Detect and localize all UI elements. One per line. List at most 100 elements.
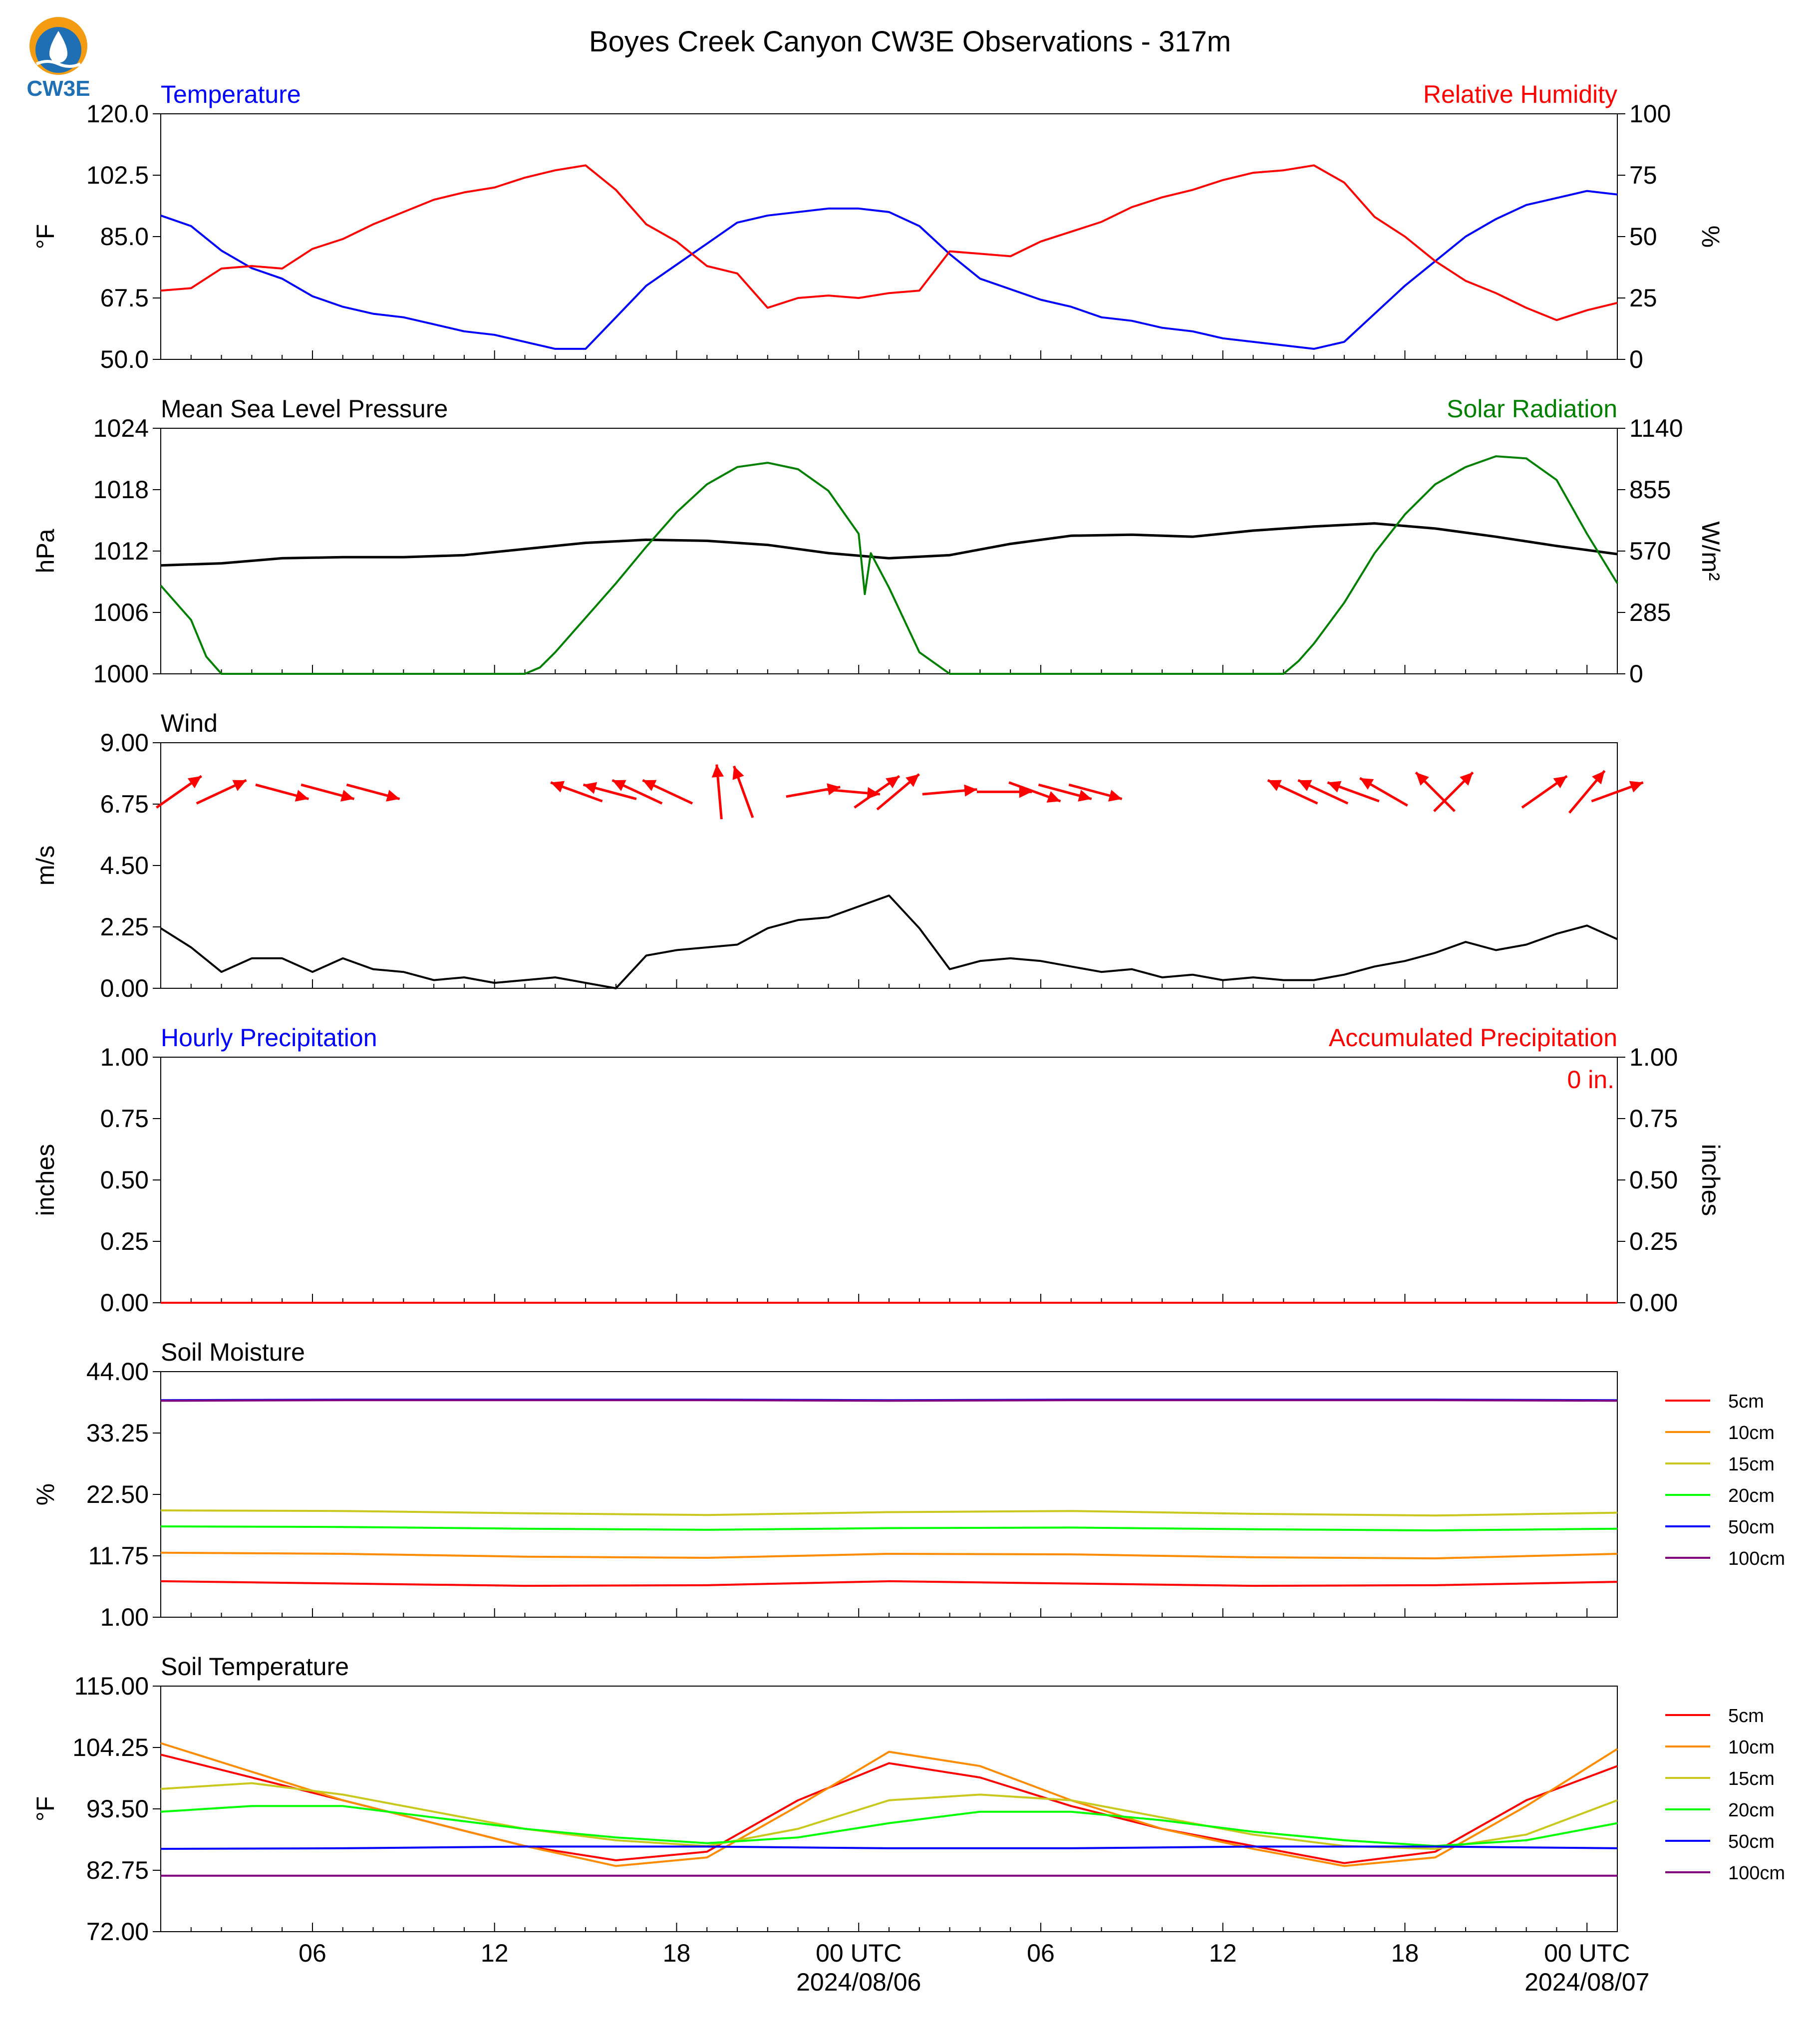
y-tick-label-left: 0.50 [100, 1166, 149, 1194]
wind-arrow [1297, 779, 1349, 805]
wind-arrow-head [1298, 780, 1312, 791]
y-axis-label-left: °F [31, 224, 59, 250]
wind-arrow [1327, 781, 1380, 803]
y-tick-label-right: 75 [1629, 161, 1657, 189]
y-tick-label-left: 0.00 [100, 974, 149, 1002]
y-axis-label-left: hPa [31, 529, 59, 573]
plot-frame [160, 113, 1618, 360]
wind-arrow [255, 783, 309, 802]
legend: 5cm 10cm 15cm 20cm 50cm 100cm [1665, 1391, 1785, 1569]
y-tick-label-left: 4.50 [100, 852, 149, 879]
wind-arrow [854, 775, 901, 809]
panel-title-right: Solar Radiation [1447, 395, 1617, 423]
wind-arrow [977, 786, 1032, 798]
y-tick-label-left: 50.0 [100, 345, 149, 373]
wind-arrow [1068, 783, 1123, 802]
legend-label: 5cm [1728, 1391, 1764, 1412]
y-tick-label-right: 100 [1629, 100, 1671, 128]
y-tick-label-left: 104.25 [72, 1734, 149, 1761]
wind-arrow [1008, 781, 1061, 803]
wind-arrow [550, 781, 603, 803]
y-tick-label-left: 1.00 [100, 1603, 149, 1631]
figure-title: Boyes Creek Canyon CW3E Observations - 3… [589, 25, 1231, 58]
y-tick-label-left: 115.00 [74, 1672, 149, 1700]
series-line-5cm [160, 1580, 1618, 1587]
wind-arrow-head [1460, 772, 1473, 786]
wind-arrow-head [906, 774, 919, 787]
y-tick-label-right: 285 [1629, 598, 1671, 626]
wind-arrow [1568, 770, 1606, 814]
wind-arrow [583, 782, 637, 801]
legend-label: 50cm [1728, 1517, 1775, 1538]
y-tick-label-left: 82.75 [86, 1856, 149, 1884]
series-line-wind-0 [160, 894, 1618, 989]
y-tick-label-left: 11.75 [88, 1542, 149, 1570]
legend-label: 10cm [1728, 1737, 1775, 1758]
wind-arrow-head [1360, 778, 1374, 790]
wind-arrow-head [295, 790, 309, 802]
series-line-temperature-0 [160, 190, 1618, 350]
panel-title-left: Wind [161, 709, 218, 737]
y-tick-label-left: 102.5 [86, 161, 149, 189]
wind-arrow-head [583, 782, 598, 794]
x-tick-label: 12 [481, 1939, 509, 1967]
y-axis-label-right: inches [1697, 1144, 1725, 1216]
y-axis-label-left: % [31, 1483, 59, 1505]
wind-arrow-head [1327, 781, 1342, 793]
wind-arrow [346, 783, 400, 802]
y-tick-label-left: 72.00 [86, 1918, 149, 1946]
panel-wind: 0.00 2.25 4.50 6.75 9.00 m/s Wind [31, 709, 1644, 1002]
y-tick-label-left: 1000 [93, 660, 149, 688]
wind-arrow [1415, 771, 1456, 813]
wind-arrow [1359, 777, 1408, 807]
panel-title-right: Accumulated Precipitation [1329, 1024, 1617, 1052]
x-date-label: 2024/08/07 [1524, 1968, 1649, 1996]
wind-arrow-head [1553, 776, 1567, 789]
wind-arrow-head [964, 784, 977, 797]
y-axis-label-right: % [1697, 226, 1725, 248]
wind-arrow-head [551, 781, 565, 793]
y-tick-label-left: 1006 [93, 598, 149, 626]
y-tick-label-left: 33.25 [86, 1419, 149, 1447]
series-line-50cm [160, 1845, 1618, 1850]
y-tick-label-right: 25 [1629, 284, 1657, 312]
wind-arrow [1591, 781, 1644, 803]
panel-title-left: Soil Moisture [161, 1338, 305, 1366]
y-tick-label-left: 9.00 [100, 729, 149, 757]
y-tick-label-right: 0.25 [1629, 1227, 1678, 1255]
y-tick-label-right: 1140 [1629, 414, 1683, 442]
series-line-10cm [160, 1742, 1618, 1867]
wind-arrow [1038, 783, 1092, 802]
x-tick-label: 00 UTC [1544, 1939, 1630, 1967]
wind-arrow [642, 779, 693, 805]
wind-arrow [1267, 779, 1318, 805]
x-tick-label: 12 [1209, 1939, 1237, 1967]
series-line-10cm [160, 1551, 1618, 1560]
series-line-pressure-0 [160, 522, 1618, 567]
legend: 5cm 10cm 15cm 20cm 50cm 100cm [1665, 1706, 1785, 1884]
wind-arrow [196, 779, 247, 805]
x-tick-label: 06 [299, 1939, 326, 1967]
legend-label: 100cm [1728, 1548, 1785, 1569]
wind-arrow-head [1078, 790, 1092, 802]
wind-arrow-head [1046, 791, 1061, 803]
series-line-100cm [160, 1399, 1618, 1402]
wind-arrow [711, 764, 724, 820]
y-tick-label-right: 50 [1629, 223, 1657, 251]
series-line-20cm [160, 1805, 1618, 1847]
series-line-20cm [160, 1525, 1618, 1532]
y-tick-label-left: 0.25 [100, 1227, 149, 1255]
y-tick-label-right: 1.00 [1629, 1043, 1678, 1071]
wind-arrow-head [732, 766, 744, 780]
y-tick-label-right: 0.00 [1629, 1289, 1678, 1317]
legend-label: 15cm [1728, 1454, 1775, 1475]
logo-wave-icon [35, 60, 81, 68]
wind-arrow-head [711, 764, 724, 778]
wind-arrow-head [1267, 780, 1282, 791]
logo: CW3E [26, 17, 90, 101]
y-tick-label-left: 1012 [93, 537, 149, 565]
y-tick-label-left: 85.0 [100, 223, 149, 251]
y-tick-label-left: 120.0 [86, 100, 149, 128]
